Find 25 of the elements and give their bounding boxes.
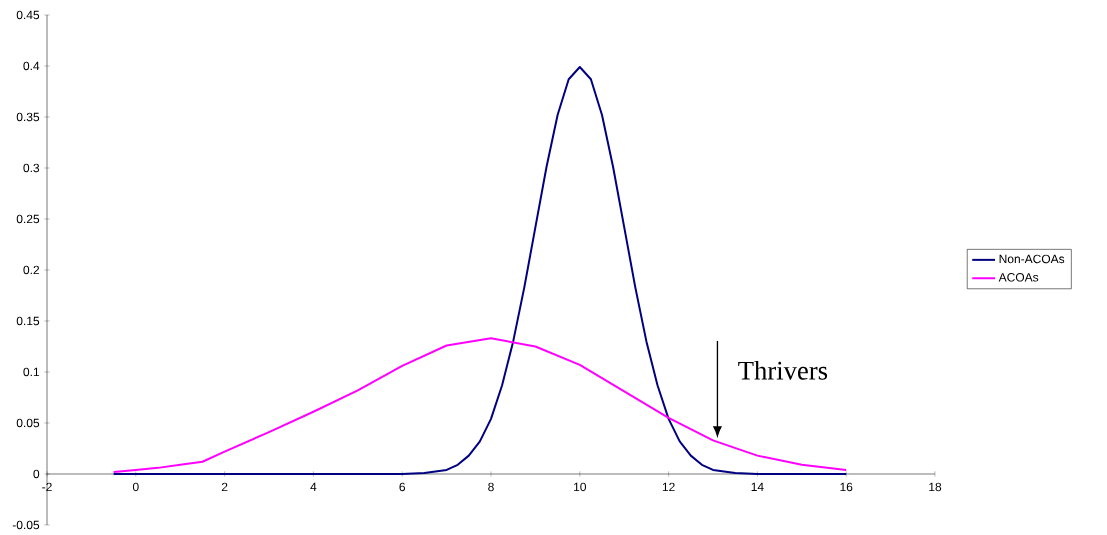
x-tick-label: -2 bbox=[42, 482, 52, 492]
y-tick-label: 0.25 bbox=[16, 214, 40, 224]
x-tick-label: 10 bbox=[574, 482, 587, 492]
x-tick-label: 16 bbox=[840, 482, 853, 492]
y-tick-label: -0.05 bbox=[12, 520, 40, 530]
x-tick-label: 6 bbox=[399, 482, 406, 492]
y-tick-label: 0.2 bbox=[23, 265, 40, 275]
annotation: Thrivers bbox=[738, 360, 828, 380]
y-tick-label: 0.05 bbox=[16, 418, 40, 428]
legend-label: Non-ACOAs bbox=[999, 254, 1065, 264]
x-tick-label: 0 bbox=[132, 482, 139, 492]
y-tick-label: 0.3 bbox=[23, 163, 40, 173]
x-tick-label: 14 bbox=[751, 482, 764, 491]
y-tick-label: 0.15 bbox=[16, 316, 40, 326]
y-tick-label: 0 bbox=[33, 469, 40, 479]
x-tick-label: 4 bbox=[310, 482, 317, 491]
x-tick-label: 8 bbox=[488, 482, 494, 492]
x-tick-label: 12 bbox=[662, 482, 675, 492]
y-tick-label: 0.45 bbox=[16, 10, 40, 20]
y-tick-label: 0.1 bbox=[23, 367, 40, 377]
y-tick-label: 0.35 bbox=[16, 112, 40, 122]
x-tick-label: 2 bbox=[221, 482, 228, 492]
x-tick-label: 18 bbox=[929, 482, 942, 492]
y-tick-label: 0.4 bbox=[23, 61, 40, 71]
legend-label: ACOAs bbox=[998, 273, 1039, 282]
